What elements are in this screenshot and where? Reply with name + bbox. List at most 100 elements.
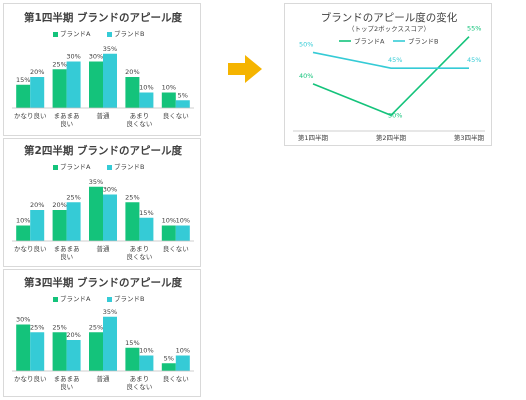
data-label: 35% — [103, 45, 117, 53]
data-label: 10% — [139, 84, 153, 92]
legend-label-1: ブランドA — [60, 29, 91, 38]
data-label: 25% — [125, 193, 139, 201]
data-label: 10% — [162, 84, 176, 92]
data-label: 20% — [52, 201, 66, 209]
series-line-brand-b — [312, 51, 469, 69]
data-label: 15% — [125, 339, 139, 347]
bar-brand-a — [161, 225, 176, 241]
bar-brand-b — [66, 202, 81, 241]
category-label: まあまあ良い — [54, 245, 80, 261]
chart-title: 第2四半期 ブランドのアピール度 — [24, 144, 182, 157]
bar-brand-a — [125, 202, 140, 241]
category-label: 普通 — [97, 111, 111, 120]
data-label: 20% — [125, 68, 139, 76]
data-label: 30% — [89, 53, 103, 61]
legend-swatch-2 — [107, 32, 112, 37]
bar-brand-a — [16, 84, 31, 108]
data-label: 25% — [52, 323, 66, 331]
bar-brand-a — [125, 347, 140, 371]
category-label: あまり良くない — [126, 375, 152, 391]
bar-brand-a — [161, 363, 176, 371]
bar-brand-a — [89, 186, 103, 241]
q2-chart-panel: 第2四半期 ブランドのアピール度 ブランドA ブランドB 10% 20% かなり良い 20%… — [3, 138, 201, 267]
legend-label-1: ブランドA — [60, 294, 91, 303]
data-label: 10% — [16, 217, 30, 225]
legend-swatch-1 — [53, 297, 58, 302]
data-label: 10% — [176, 217, 190, 225]
bar-brand-a — [161, 92, 176, 108]
category-label: まあまあ良い — [54, 375, 80, 391]
data-label: 15% — [139, 209, 153, 217]
bar-brand-b — [175, 100, 190, 108]
category-label: あまり良くない — [126, 112, 152, 128]
bar-brand-b — [139, 355, 154, 371]
bar-brand-b — [103, 194, 117, 241]
bar-brand-b — [30, 332, 45, 371]
trend-chart-panel: ブランドのアピール度の変化 （トップ2ボックススコア） ブランドA ブランドB 第1四半… — [284, 3, 492, 146]
legend-label-2: ブランドB — [408, 37, 438, 46]
data-label: 30% — [16, 316, 30, 324]
data-label: 45% — [388, 56, 402, 64]
data-label: 15% — [16, 76, 30, 84]
data-label: 30% — [66, 53, 80, 61]
data-label: 20% — [66, 331, 80, 339]
trend-line-chart: ブランドのアピール度の変化（トップ2ボックススコア） ブランドA ブランドB 第1四半… — [293, 11, 485, 142]
bar-brand-b — [139, 92, 154, 108]
legend-label-1: ブランドA — [60, 162, 91, 171]
data-label: 30% — [103, 186, 117, 194]
data-label: 35% — [89, 178, 103, 186]
data-label: 25% — [66, 193, 80, 201]
bar-brand-b — [175, 355, 190, 371]
legend-label-2: ブランドB — [114, 162, 144, 171]
category-label: 第1四半期 — [298, 133, 329, 142]
data-label: 20% — [30, 201, 44, 209]
data-label: 5% — [178, 91, 188, 99]
bar-brand-b — [30, 77, 45, 108]
series-line-brand-a — [312, 36, 470, 117]
category-label: あまり良くない — [126, 245, 152, 261]
q1-chart-panel: 第1四半期 ブランドのアピール度 ブランドA ブランドB 15% 20% かなり良い 25%… — [3, 3, 201, 136]
bar-brand-b — [66, 340, 81, 371]
chart-title: ブランドのアピール度の変化 — [321, 11, 458, 24]
category-label: かなり良い — [14, 374, 47, 383]
legend-swatch-2 — [107, 297, 112, 302]
category-label: 良くない — [163, 111, 189, 120]
q3-chart-panel: 第3四半期 ブランドのアピール度 ブランドA ブランドB 30% 25% かなり良い 25%… — [3, 269, 201, 397]
data-label: 25% — [52, 60, 66, 68]
bar-brand-b — [103, 316, 117, 371]
legend-label-2: ブランドB — [114, 29, 144, 38]
chart-subtitle: （トップ2ボックススコア） — [348, 25, 430, 33]
right-arrow-icon — [228, 55, 262, 83]
category-label: 普通 — [97, 244, 111, 253]
data-label: 20% — [30, 68, 44, 76]
bar-brand-a — [52, 69, 67, 108]
legend-label-1: ブランドA — [354, 37, 385, 46]
bar-brand-a — [52, 332, 67, 371]
data-label: 5% — [164, 354, 174, 362]
category-label: 普通 — [97, 374, 111, 383]
data-label: 55% — [467, 25, 481, 33]
category-label: 良くない — [163, 374, 189, 383]
bar-brand-a — [16, 225, 31, 241]
bar-brand-b — [103, 53, 117, 108]
chart-title: 第3四半期 ブランドのアピール度 — [24, 276, 182, 289]
chart-title: 第1四半期 ブランドのアピール度 — [24, 11, 182, 24]
data-label: 40% — [299, 72, 313, 80]
bar-brand-b — [66, 61, 81, 108]
data-label: 45% — [467, 56, 481, 64]
legend-swatch-1 — [53, 165, 58, 170]
category-label: まあまあ良い — [54, 112, 80, 128]
category-label: 良くない — [163, 244, 189, 253]
bar-brand-a — [125, 77, 140, 108]
bar-brand-b — [30, 210, 45, 241]
data-label: 50% — [299, 40, 313, 48]
legend-swatch-1 — [53, 32, 58, 37]
data-label: 10% — [162, 217, 176, 225]
bar-brand-b — [175, 225, 190, 241]
category-label: かなり良い — [14, 244, 47, 253]
bar-brand-b — [139, 217, 154, 241]
data-label: 10% — [139, 347, 153, 355]
